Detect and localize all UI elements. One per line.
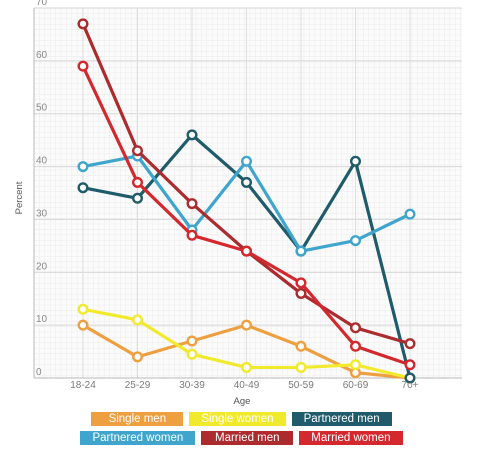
data-point-married-men: [77, 18, 89, 30]
data-point-partnered-men: [77, 182, 89, 194]
legend-item-married-men: Married men: [201, 431, 294, 445]
data-point-married-women: [186, 229, 198, 241]
x-tick-label: 30-39: [179, 380, 205, 391]
legend-item-single-women: Single women: [189, 412, 286, 426]
legend: Single men Single women Partnered men Pa…: [0, 412, 483, 450]
data-point-married-men: [295, 287, 307, 299]
data-point-married-men: [404, 338, 416, 350]
legend-item-single-men: Single men: [91, 412, 184, 426]
y-tick-label: 40: [36, 156, 48, 167]
data-point-married-men: [186, 198, 198, 210]
legend-item-married-women: Married women: [299, 431, 403, 445]
y-axis-title: Percent: [14, 181, 25, 214]
data-point-single-men: [295, 340, 307, 352]
data-point-single-men: [131, 351, 143, 363]
y-tick-label: 70: [36, 0, 48, 8]
data-point-single-women: [131, 314, 143, 326]
x-tick-label: 40-49: [234, 380, 260, 391]
data-point-married-women: [240, 245, 252, 257]
data-point-partnered-women: [404, 208, 416, 220]
data-point-married-women: [404, 359, 416, 371]
data-point-married-women: [295, 277, 307, 289]
data-point-partnered-women: [295, 245, 307, 257]
legend-item-partnered-men: Partnered men: [291, 412, 392, 426]
data-point-partnered-women: [240, 155, 252, 167]
x-tick-label: 25-29: [125, 380, 151, 391]
y-tick-label: 10: [36, 314, 48, 325]
legend-row-1: Single men Single women Partnered men: [0, 412, 483, 426]
data-point-partnered-men: [186, 129, 198, 141]
legend-row-2: Partnered women Married men Married wome…: [0, 431, 483, 445]
y-tick-label: 0: [36, 367, 42, 378]
data-point-single-men: [240, 319, 252, 331]
legend-item-partnered-women: Partnered women: [80, 431, 196, 445]
data-point-married-women: [77, 60, 89, 72]
y-tick-label: 60: [36, 50, 48, 61]
x-tick-label: 50-59: [288, 380, 314, 391]
x-tick-label: 60-69: [343, 380, 369, 391]
data-point-partnered-women: [77, 161, 89, 173]
data-point-single-women: [77, 303, 89, 315]
data-point-partnered-women: [350, 235, 362, 247]
x-tick-label: 18-24: [70, 380, 96, 391]
y-tick-label: 30: [36, 208, 48, 219]
data-point-single-men: [77, 319, 89, 331]
data-point-married-women: [350, 340, 362, 352]
data-point-single-women: [295, 361, 307, 373]
data-point-single-women: [350, 359, 362, 371]
y-tick-label: 50: [36, 103, 48, 114]
data-point-single-women: [186, 348, 198, 360]
x-axis-title: Age: [234, 396, 251, 407]
data-point-partnered-men: [131, 192, 143, 204]
data-point-married-men: [131, 145, 143, 157]
data-point-partnered-men: [240, 176, 252, 188]
data-point-married-men: [350, 322, 362, 334]
y-tick-label: 20: [36, 261, 48, 272]
data-point-single-women: [240, 361, 252, 373]
data-point-single-men: [186, 335, 198, 347]
data-point-partnered-men: [350, 155, 362, 167]
data-point-married-women: [131, 176, 143, 188]
x-tick-label: 70+: [402, 380, 419, 391]
data-point-partnered-men: [404, 372, 416, 384]
